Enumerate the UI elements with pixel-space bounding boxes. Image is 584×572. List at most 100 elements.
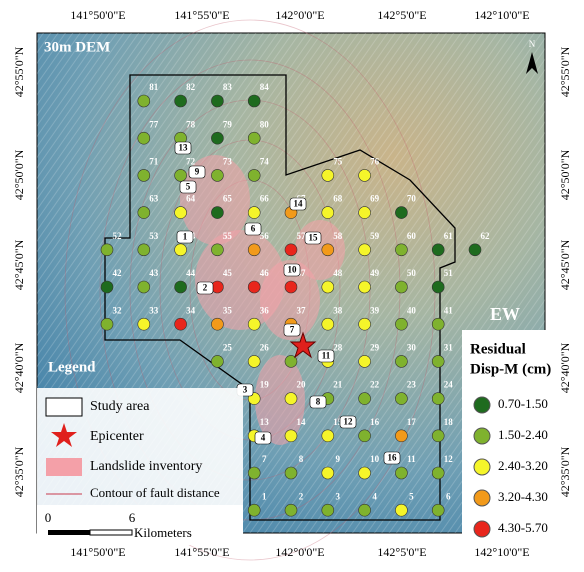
station-label: 71 (149, 156, 159, 166)
landslide-label: 11 (322, 351, 331, 361)
station-label: 68 (333, 194, 343, 204)
station-point (395, 430, 407, 442)
right-axis-label: 42°45'0"N (558, 239, 572, 290)
right-axis-label: 42°50'0"N (558, 149, 572, 200)
station-label: 53 (149, 231, 159, 241)
station-label: 6 (446, 491, 451, 501)
bottom-axis-label: 141°55'0"E (174, 545, 229, 559)
station-point (248, 132, 260, 144)
legend-class-label: 1.50-2.40 (498, 427, 548, 442)
bottom-axis-label: 141°50'0"E (70, 545, 125, 559)
station-label: 45 (223, 268, 233, 278)
station-label: 36 (260, 305, 270, 315)
right-axis-label: 42°35'0"N (558, 446, 572, 497)
legend-class-swatch (474, 521, 490, 537)
station-label: 80 (260, 119, 270, 129)
station-point (359, 281, 371, 293)
top-axis-label: 141°55'0"E (174, 8, 229, 22)
station-point (322, 430, 334, 442)
station-label: 28 (333, 342, 343, 352)
station-point (322, 467, 334, 479)
station-label: 51 (444, 268, 454, 278)
station-point (248, 281, 260, 293)
legend-item: Study area (90, 399, 150, 414)
station-point (432, 244, 444, 256)
station-point (138, 95, 150, 107)
north-label: N (529, 39, 536, 49)
legend-class-swatch (474, 428, 490, 444)
station-label: 55 (223, 231, 233, 241)
station-point (248, 169, 260, 181)
component-label: EW (490, 304, 520, 324)
station-point (395, 393, 407, 405)
station-point (248, 467, 260, 479)
station-point (359, 244, 371, 256)
station-point (395, 281, 407, 293)
station-point (175, 244, 187, 256)
station-label: 60 (407, 231, 417, 241)
legend-item: Landslide inventory (90, 459, 202, 474)
station-point (432, 393, 444, 405)
station-label: 26 (260, 342, 270, 352)
station-point (138, 169, 150, 181)
station-label: 61 (444, 231, 454, 241)
station-point (359, 169, 371, 181)
dem-label: 30m DEM (44, 39, 110, 55)
legend-class-label: 0.70-1.50 (498, 396, 548, 411)
station-label: 79 (223, 119, 233, 129)
top-axis-label: 142°10'0"E (474, 8, 529, 22)
station-label: 48 (333, 268, 343, 278)
station-label: 11 (407, 454, 416, 464)
station-point (322, 504, 334, 516)
station-label: 75 (333, 156, 343, 166)
station-point (248, 207, 260, 219)
station-label: 22 (370, 380, 380, 390)
station-point (432, 281, 444, 293)
station-label: 30 (407, 342, 417, 352)
station-point (432, 318, 444, 330)
station-point (322, 207, 334, 219)
station-point (138, 281, 150, 293)
station-label: 25 (223, 342, 233, 352)
station-label: 7 (262, 454, 267, 464)
station-point (285, 467, 297, 479)
station-label: 17 (407, 417, 417, 427)
station-point (432, 430, 444, 442)
station-point (432, 504, 444, 516)
station-label: 59 (370, 231, 380, 241)
top-axis-label: 142°5'0"E (377, 8, 426, 22)
landslide-label: 12 (344, 417, 354, 427)
station-label: 9 (336, 454, 341, 464)
station-point (211, 355, 223, 367)
station-label: 44 (186, 268, 196, 278)
legend-class-swatch (474, 490, 490, 506)
scale-unit: Kilometers (134, 525, 192, 540)
station-label: 10 (370, 454, 380, 464)
station-label: 31 (444, 342, 454, 352)
station-point (359, 430, 371, 442)
station-label: 37 (297, 305, 307, 315)
station-point (138, 244, 150, 256)
right-axis-label: 42°40'0"N (558, 342, 572, 393)
station-label: 12 (444, 454, 454, 464)
residual-legend-title: Residual (470, 341, 526, 357)
station-label: 3 (336, 491, 341, 501)
station-label: 4 (372, 491, 377, 501)
station-label: 63 (149, 194, 159, 204)
station-point (175, 281, 187, 293)
station-point (322, 281, 334, 293)
station-point (211, 95, 223, 107)
station-label: 72 (186, 156, 196, 166)
station-point (359, 355, 371, 367)
legend-class-label: 4.30-5.70 (498, 520, 548, 535)
station-point (359, 207, 371, 219)
landslide-label: 1 (183, 232, 188, 242)
legend-swatch-landslide (46, 458, 82, 476)
station-point (175, 207, 187, 219)
station-label: 29 (370, 342, 380, 352)
scale-bar (90, 530, 132, 535)
residual-legend-subtitle: Disp-M (cm) (470, 361, 551, 377)
station-label: 78 (186, 119, 196, 129)
landslide-label: 2 (203, 283, 208, 293)
landslide-label: 8 (316, 397, 321, 407)
